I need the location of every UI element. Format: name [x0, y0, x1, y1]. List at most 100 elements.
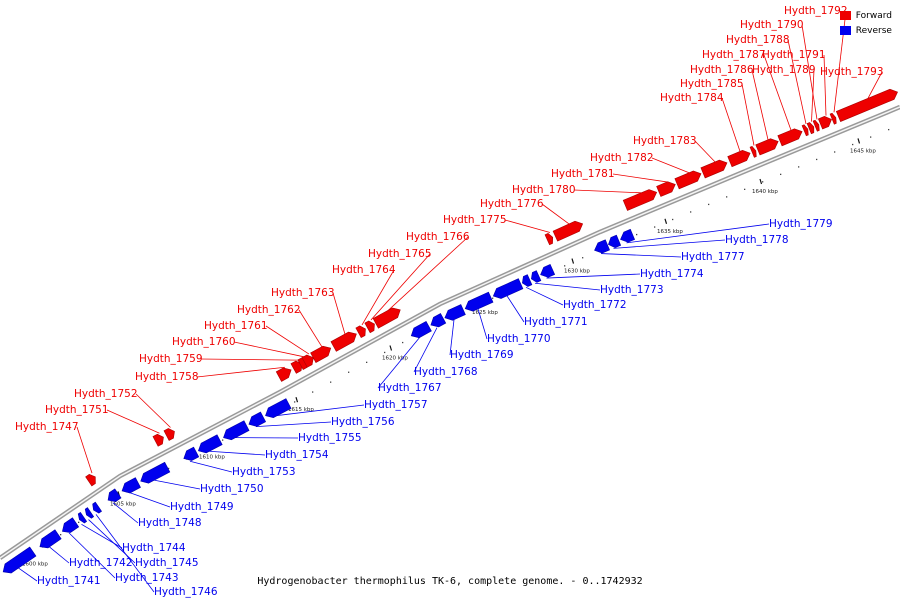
- gene-label-Hydth_1782[interactable]: Hydth_1782: [590, 152, 654, 164]
- gene-arrow-Hydth_1769[interactable]: [443, 304, 466, 323]
- gene-arrow-Hydth_1785[interactable]: [749, 146, 758, 158]
- gene-label-Hydth_1778[interactable]: Hydth_1778: [725, 234, 789, 246]
- gene-arrow-Hydth_1775[interactable]: [544, 232, 555, 246]
- gene-label-Hydth_1767[interactable]: Hydth_1767: [378, 382, 442, 394]
- gene-label-Hydth_1763[interactable]: Hydth_1763: [271, 287, 335, 299]
- gene-label-Hydth_1775[interactable]: Hydth_1775: [443, 214, 507, 226]
- gene-label-Hydth_1759[interactable]: Hydth_1759: [139, 353, 203, 365]
- gene-label-Hydth_1774[interactable]: Hydth_1774: [640, 268, 704, 280]
- gene-label-Hydth_1764[interactable]: Hydth_1764: [332, 264, 396, 276]
- gene-label-Hydth_1756[interactable]: Hydth_1756: [331, 416, 395, 428]
- gene-label-Hydth_1776[interactable]: Hydth_1776: [480, 198, 544, 210]
- gene-arrow-Hydth_1763[interactable]: [330, 329, 359, 352]
- gene-arrow-Hydth_1787[interactable]: [777, 126, 804, 147]
- gene-label-Hydth_1766[interactable]: Hydth_1766: [406, 231, 470, 243]
- gene-label-Hydth_1757[interactable]: Hydth_1757: [364, 399, 428, 411]
- gene-arrow-Hydth_1756[interactable]: [246, 411, 267, 429]
- gene-label-Hydth_1741[interactable]: Hydth_1741: [37, 575, 101, 587]
- gene-label-Hydth_1787[interactable]: Hydth_1787: [702, 49, 766, 61]
- gene-label-Hydth_1789[interactable]: Hydth_1789: [752, 64, 816, 76]
- gene-label-Hydth_1754[interactable]: Hydth_1754: [265, 449, 329, 461]
- gene-arrow-Hydth_1755[interactable]: [221, 420, 250, 443]
- gene-arrow-Hydth_1758[interactable]: [275, 365, 294, 382]
- gene-arrow-Hydth_1768[interactable]: [428, 313, 447, 329]
- gene-arrow-Hydth_1782[interactable]: [674, 169, 703, 190]
- gene-label-Hydth_1784[interactable]: Hydth_1784: [660, 92, 724, 104]
- gene-arrow-Hydth_1790[interactable]: [812, 119, 821, 132]
- gene-label-Hydth_1769[interactable]: Hydth_1769: [450, 349, 514, 361]
- gene-label-Hydth_1758[interactable]: Hydth_1758: [135, 371, 199, 383]
- gene-label-Hydth_1783[interactable]: Hydth_1783: [633, 135, 697, 147]
- gene-label-Hydth_1780[interactable]: Hydth_1780: [512, 184, 576, 196]
- gene-label-Hydth_1772[interactable]: Hydth_1772: [563, 299, 627, 311]
- gene-arrow-Hydth_1751[interactable]: [152, 432, 166, 447]
- gene-label-Hydth_1771[interactable]: Hydth_1771: [524, 316, 588, 328]
- gene-arrow-Hydth_1770[interactable]: [463, 291, 494, 314]
- gene-arrow-Hydth_1783[interactable]: [700, 158, 729, 179]
- gene-label-Hydth_1750[interactable]: Hydth_1750: [200, 483, 264, 495]
- gene-label-Hydth_1770[interactable]: Hydth_1770: [487, 333, 551, 345]
- gene-arrow-Hydth_1779[interactable]: [618, 228, 636, 244]
- gene-label-Hydth_1760[interactable]: Hydth_1760: [172, 336, 236, 348]
- gene-label-Hydth_1790[interactable]: Hydth_1790: [740, 19, 804, 31]
- gene-arrow-Hydth_1762[interactable]: [310, 343, 334, 363]
- gene-arrow-Hydth_1742[interactable]: [37, 529, 62, 551]
- gene-arrow-Hydth_1761[interactable]: [301, 353, 316, 368]
- gene-arrow-Hydth_1750[interactable]: [138, 461, 171, 486]
- gene-arrow-Hydth_1789[interactable]: [806, 122, 816, 135]
- gene-arrow-Hydth_1788[interactable]: [801, 124, 810, 137]
- gene-label-Hydth_1777[interactable]: Hydth_1777: [681, 251, 745, 263]
- gene-label-Hydth_1788[interactable]: Hydth_1788: [726, 34, 790, 46]
- gene-label-Hydth_1792[interactable]: Hydth_1792: [784, 5, 848, 17]
- gene-arrow-Hydth_1741[interactable]: [0, 546, 37, 576]
- gene-arrow-Hydth_1767[interactable]: [409, 320, 432, 340]
- gene-arrow-Hydth_1777[interactable]: [592, 239, 610, 256]
- gene-label-Hydth_1761[interactable]: Hydth_1761: [204, 320, 268, 332]
- gene-arrow-Hydth_1784[interactable]: [727, 148, 753, 168]
- gene-arrow-Hydth_1771[interactable]: [491, 278, 524, 301]
- gene-label-Hydth_1791[interactable]: Hydth_1791: [762, 49, 826, 61]
- gene-arrow-Hydth_1793[interactable]: [835, 87, 899, 122]
- gene-arrow-Hydth_1745[interactable]: [83, 507, 95, 520]
- gene-arrow-Hydth_1781[interactable]: [656, 179, 678, 197]
- gene-arrow-Hydth_1746[interactable]: [90, 501, 102, 514]
- gene-arrow-Hydth_1764[interactable]: [355, 324, 368, 339]
- gene-arrow-Hydth_1766[interactable]: [372, 305, 403, 329]
- gene-label-Hydth_1745[interactable]: Hydth_1745: [135, 557, 199, 569]
- gene-arrow-Hydth_1752[interactable]: [163, 427, 177, 441]
- gene-arrow-Hydth_1772[interactable]: [520, 274, 533, 288]
- gene-arrow-Hydth_1776[interactable]: [552, 219, 585, 242]
- gene-label-Hydth_1785[interactable]: Hydth_1785: [680, 78, 744, 90]
- gene-label-Hydth_1742[interactable]: Hydth_1742: [69, 557, 133, 569]
- gene-label-Hydth_1743[interactable]: Hydth_1743: [115, 572, 179, 584]
- gene-arrow-Hydth_1791[interactable]: [817, 114, 833, 130]
- gene-label-Hydth_1748[interactable]: Hydth_1748: [138, 517, 202, 529]
- gene-label-Hydth_1749[interactable]: Hydth_1749: [170, 501, 234, 513]
- gene-arrow-Hydth_1778[interactable]: [606, 234, 622, 249]
- gene-label-Hydth_1786[interactable]: Hydth_1786: [690, 64, 754, 76]
- gene-label-Hydth_1768[interactable]: Hydth_1768: [414, 366, 478, 378]
- gene-label-Hydth_1753[interactable]: Hydth_1753: [232, 466, 296, 478]
- gene-label-Hydth_1781[interactable]: Hydth_1781: [551, 168, 615, 180]
- gene-label-Hydth_1752[interactable]: Hydth_1752: [74, 388, 138, 400]
- gene-arrow-Hydth_1753[interactable]: [181, 446, 200, 463]
- gene-label-Hydth_1747[interactable]: Hydth_1747: [15, 421, 79, 433]
- gene-arrow-Hydth_1765[interactable]: [364, 319, 377, 334]
- gene-arrow-Hydth_1773[interactable]: [529, 270, 542, 284]
- gene-arrow-Hydth_1744[interactable]: [76, 511, 88, 524]
- gene-label-Hydth_1773[interactable]: Hydth_1773: [600, 284, 664, 296]
- gene-label-Hydth_1751[interactable]: Hydth_1751: [45, 404, 109, 416]
- gene-arrow-Hydth_1792[interactable]: [829, 112, 838, 125]
- gene-label-Hydth_1744[interactable]: Hydth_1744: [122, 542, 186, 554]
- gene-arrow-Hydth_1748[interactable]: [105, 488, 122, 505]
- gene-label-Hydth_1746[interactable]: Hydth_1746: [154, 586, 218, 598]
- gene-label-Hydth_1779[interactable]: Hydth_1779: [769, 218, 833, 230]
- gene-label-Hydth_1762[interactable]: Hydth_1762: [237, 304, 301, 316]
- gene-arrow-Hydth_1747[interactable]: [85, 472, 99, 487]
- gene-arrow-Hydth_1757[interactable]: [263, 398, 292, 421]
- gene-arrow-Hydth_1743[interactable]: [59, 517, 80, 536]
- gene-arrow-Hydth_1754[interactable]: [196, 434, 223, 456]
- gene-arrow-Hydth_1786[interactable]: [755, 136, 781, 156]
- gene-arrow-Hydth_1774[interactable]: [538, 263, 556, 279]
- gene-arrow-Hydth_1749[interactable]: [119, 477, 141, 496]
